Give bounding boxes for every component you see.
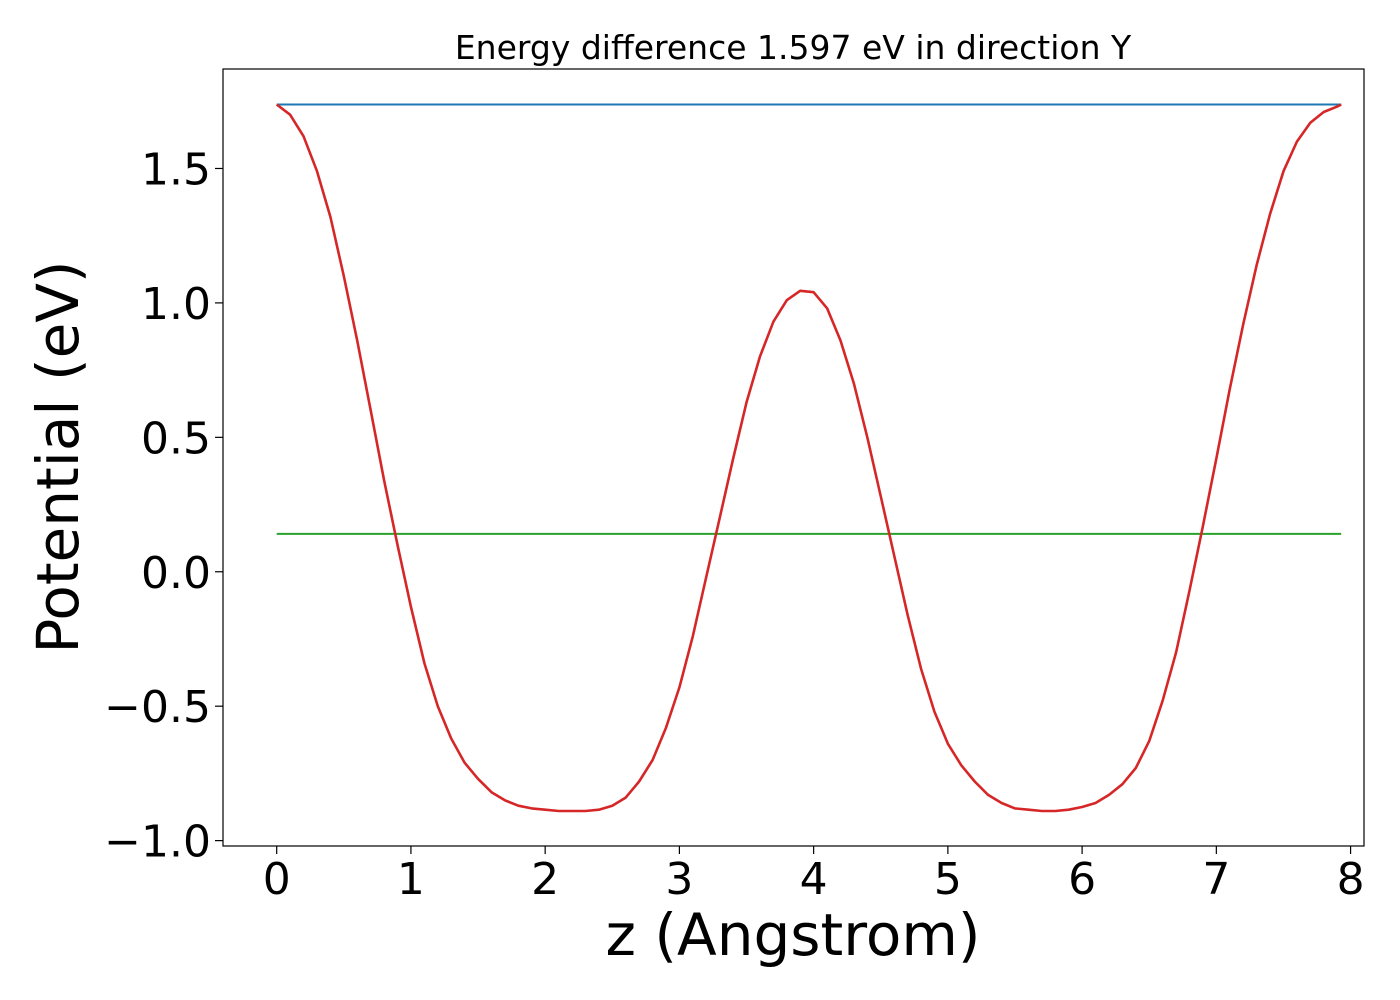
series-line-2 xyxy=(275,103,1342,813)
x-tick-label: 7 xyxy=(1202,854,1230,905)
x-tick-label: 4 xyxy=(800,854,828,905)
y-tick-label: −0.5 xyxy=(104,682,211,733)
x-tick-label: 1 xyxy=(397,854,425,905)
y-tick-label: −1.0 xyxy=(104,817,211,868)
y-tick-label: 0.5 xyxy=(141,413,211,464)
x-tick-label: 0 xyxy=(263,854,291,905)
x-tick-label: 6 xyxy=(1068,854,1096,905)
series-layer xyxy=(275,103,1342,813)
x-tick-label: 2 xyxy=(531,854,559,905)
y-tick-label: 0.0 xyxy=(141,548,211,599)
x-tick-label: 3 xyxy=(665,854,693,905)
x-axis-label: z (Angstrom) xyxy=(606,901,981,969)
y-axis-label: Potential (eV) xyxy=(24,260,92,653)
x-tick-label: 5 xyxy=(934,854,962,905)
x-tick-label: 8 xyxy=(1337,854,1365,905)
y-tick-label: 1.0 xyxy=(141,279,211,330)
chart-title: Energy difference 1.597 eV in direction … xyxy=(455,28,1132,67)
x-axis: 0 1 2 3 4 5 6 7 8 xyxy=(263,846,1365,905)
y-axis: −1.0 −0.5 0.0 0.5 1.0 1.5 xyxy=(104,144,223,868)
y-tick-label: 1.5 xyxy=(141,144,211,195)
plot-frame xyxy=(222,68,1365,847)
